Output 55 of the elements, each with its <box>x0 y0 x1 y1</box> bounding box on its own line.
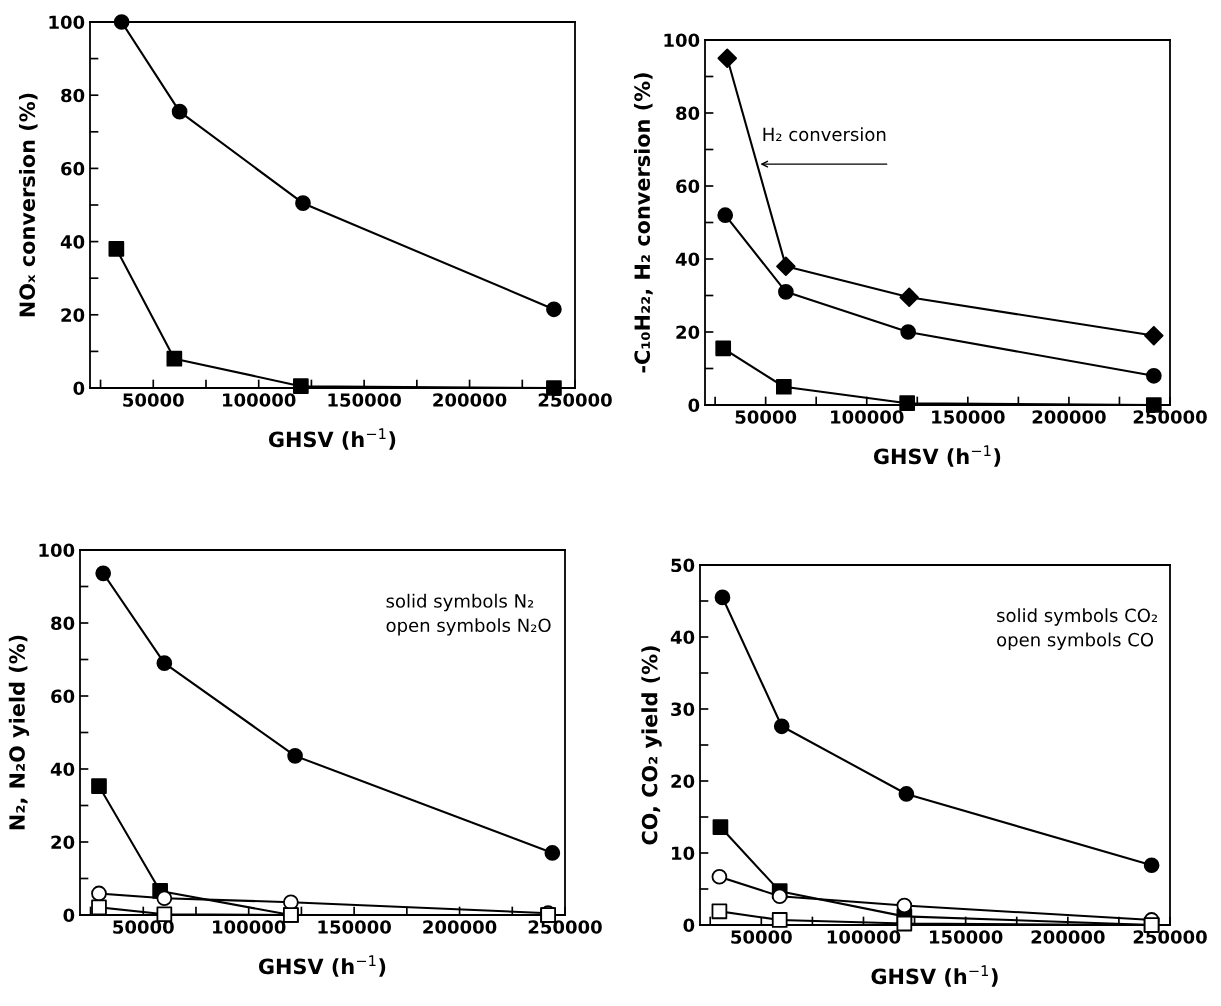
y-tick-label: 80 <box>51 616 75 631</box>
x-tick-label: 200000 <box>423 920 497 934</box>
y-tick-label: 80 <box>61 88 85 103</box>
x-tick-label: 50000 <box>113 920 174 934</box>
x-tick-label: 250000 <box>538 393 612 407</box>
y-tick-label: 100 <box>664 33 700 48</box>
y-tick-label: 50 <box>671 558 695 573</box>
x-tick-label: 250000 <box>1133 410 1207 424</box>
y-tick-label: 0 <box>73 381 85 396</box>
x-tick-label: 50000 <box>735 410 797 424</box>
x-axis-title: GHSV (h$^{−1}$) <box>268 428 396 450</box>
y-axis-title: -C₁₀H₂₂, H₂ conversion (%) <box>633 73 653 373</box>
y-tick-label: 80 <box>676 106 700 121</box>
x-tick-label: 150000 <box>930 930 1003 944</box>
y-tick-label: 0 <box>63 908 75 923</box>
y-tick-label: 10 <box>672 846 695 861</box>
y-tick-label: 20 <box>51 835 75 850</box>
y-tick-label: 40 <box>50 762 75 777</box>
y-tick-label: 100 <box>49 15 85 30</box>
x-tick-label: 200000 <box>1032 410 1106 424</box>
y-tick-label: 60 <box>676 179 700 194</box>
annotation: solid symbols CO₂ open symbols CO <box>997 608 1158 651</box>
x-tick-label: 100000 <box>827 930 901 944</box>
x-tick-label: 150000 <box>328 393 401 407</box>
y-tick-label: 40 <box>675 252 700 267</box>
x-axis-title: GHSV (h$^{−1}$) <box>258 955 386 977</box>
y-tick-label: 20 <box>676 325 700 340</box>
x-tick-label: 100000 <box>223 393 296 407</box>
x-tick-label: 150000 <box>318 920 391 934</box>
x-tick-label: 100000 <box>213 920 286 934</box>
y-tick-label: 60 <box>61 161 85 176</box>
y-tick-label: 0 <box>688 398 700 413</box>
x-tick-label: 200000 <box>433 393 507 407</box>
y-tick-label: 30 <box>671 702 695 717</box>
y-tick-label: 100 <box>39 543 75 558</box>
y-tick-label: 60 <box>51 689 75 704</box>
x-tick-label: 150000 <box>932 410 1005 424</box>
y-tick-label: 40 <box>670 630 695 645</box>
x-axis-title: GHSV (h$^{−1}$) <box>871 965 998 987</box>
x-tick-label: 200000 <box>1031 930 1105 944</box>
y-axis-title: CO, CO₂ yield (%) <box>641 646 662 845</box>
x-tick-label: 250000 <box>528 920 602 934</box>
y-axis-title: NOₓ conversion (%) <box>18 93 38 317</box>
x-tick-label: 50000 <box>731 930 792 944</box>
x-tick-label: 50000 <box>123 393 184 407</box>
y-tick-label: 40 <box>60 235 85 249</box>
y-tick-label: 20 <box>671 774 695 789</box>
x-tick-label: 100000 <box>831 410 904 424</box>
annotation: H₂ conversion <box>763 127 886 142</box>
x-tick-label: 250000 <box>1133 930 1207 944</box>
y-tick-label: 20 <box>61 308 85 322</box>
annotation: solid symbols N₂ open symbols N₂O <box>386 593 551 636</box>
y-tick-label: 0 <box>683 918 695 933</box>
y-axis-title: N₂, N₂O yield (%) <box>8 635 30 830</box>
x-axis-title: GHSV (h$^{−1}$) <box>873 445 1001 467</box>
